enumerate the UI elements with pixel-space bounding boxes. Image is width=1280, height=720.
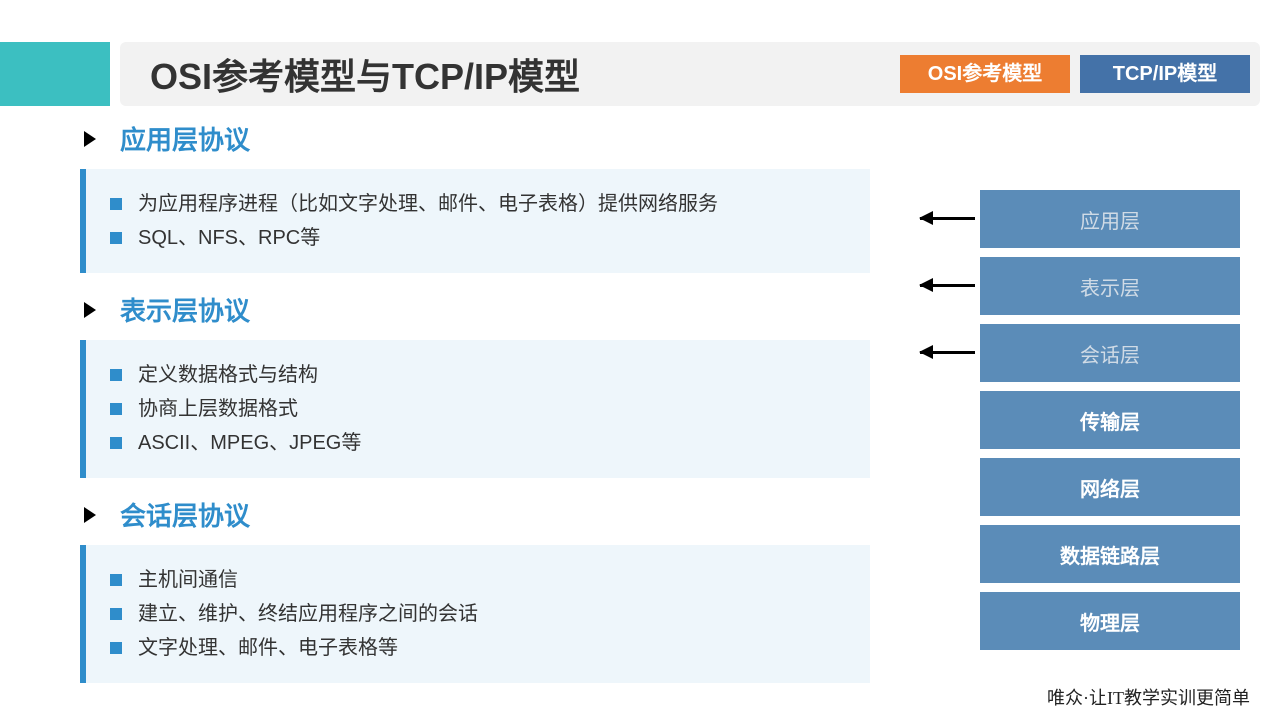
triangle-bullet-icon xyxy=(84,507,96,523)
section-body: 主机间通信 建立、维护、终结应用程序之间的会话 文字处理、邮件、电子表格等 xyxy=(80,545,870,683)
layer-label: 物理层 xyxy=(1080,607,1140,636)
list-item: 定义数据格式与结构 xyxy=(110,358,846,392)
list-item-text: 主机间通信 xyxy=(138,563,238,597)
list-item-text: 建立、维护、终结应用程序之间的会话 xyxy=(138,597,478,631)
square-bullet-icon xyxy=(110,369,122,381)
list-item-text: 为应用程序进程（比如文字处理、邮件、电子表格）提供网络服务 xyxy=(138,187,718,221)
page-title: OSI参考模型与TCP/IP模型 xyxy=(150,48,580,100)
layer-label: 传输层 xyxy=(1080,406,1140,435)
square-bullet-icon xyxy=(110,232,122,244)
square-bullet-icon xyxy=(110,198,122,210)
triangle-bullet-icon xyxy=(84,302,96,318)
section-heading-row: 应用层协议 xyxy=(80,120,870,157)
layer-label: 网络层 xyxy=(1080,473,1140,502)
layer-application: 应用层 xyxy=(980,190,1240,248)
layer-stack: 应用层 表示层 会话层 传输层 网络层 数据链路层 物理层 xyxy=(980,190,1240,659)
layer-datalink: 数据链路层 xyxy=(980,525,1240,583)
layer-session: 会话层 xyxy=(980,324,1240,382)
section-heading-row: 会话层协议 xyxy=(80,496,870,533)
square-bullet-icon xyxy=(110,608,122,620)
footer-text: 唯众·让IT教学实训更简单 xyxy=(1047,684,1250,710)
section-body: 为应用程序进程（比如文字处理、邮件、电子表格）提供网络服务 SQL、NFS、RP… xyxy=(80,169,870,273)
layer-network: 网络层 xyxy=(980,458,1240,516)
list-item: 建立、维护、终结应用程序之间的会话 xyxy=(110,597,846,631)
square-bullet-icon xyxy=(110,574,122,586)
square-bullet-icon xyxy=(110,437,122,449)
layer-label: 应用层 xyxy=(1080,205,1140,234)
list-item: 主机间通信 xyxy=(110,563,846,597)
section-application: 应用层协议 为应用程序进程（比如文字处理、邮件、电子表格）提供网络服务 SQL、… xyxy=(80,120,870,273)
content: 应用层协议 为应用程序进程（比如文字处理、邮件、电子表格）提供网络服务 SQL、… xyxy=(80,120,870,701)
tag-tcp: TCP/IP模型 xyxy=(1080,55,1250,93)
triangle-bullet-icon xyxy=(84,131,96,147)
section-heading: 会话层协议 xyxy=(120,496,250,533)
square-bullet-icon xyxy=(110,403,122,415)
section-body: 定义数据格式与结构 协商上层数据格式 ASCII、MPEG、JPEG等 xyxy=(80,340,870,478)
list-item: 文字处理、邮件、电子表格等 xyxy=(110,631,846,665)
layer-label: 会话层 xyxy=(1080,339,1140,368)
section-session: 会话层协议 主机间通信 建立、维护、终结应用程序之间的会话 文字处理、邮件、电子… xyxy=(80,496,870,683)
section-heading-row: 表示层协议 xyxy=(80,291,870,328)
arrow-to-application xyxy=(920,217,975,220)
accent-block xyxy=(0,42,110,106)
list-item-text: 定义数据格式与结构 xyxy=(138,358,318,392)
list-item: 为应用程序进程（比如文字处理、邮件、电子表格）提供网络服务 xyxy=(110,187,846,221)
list-item-text: 文字处理、邮件、电子表格等 xyxy=(138,631,398,665)
list-item-text: ASCII、MPEG、JPEG等 xyxy=(138,426,361,460)
list-item-text: 协商上层数据格式 xyxy=(138,392,298,426)
list-item: 协商上层数据格式 xyxy=(110,392,846,426)
list-item: ASCII、MPEG、JPEG等 xyxy=(110,426,846,460)
layer-label: 数据链路层 xyxy=(1060,540,1160,569)
layer-transport: 传输层 xyxy=(980,391,1240,449)
layer-label: 表示层 xyxy=(1080,272,1140,301)
section-heading: 表示层协议 xyxy=(120,291,250,328)
list-item: SQL、NFS、RPC等 xyxy=(110,221,846,255)
tag-osi: OSI参考模型 xyxy=(900,55,1070,93)
arrow-to-session xyxy=(920,351,975,354)
list-item-text: SQL、NFS、RPC等 xyxy=(138,221,320,255)
arrow-to-presentation xyxy=(920,284,975,287)
section-heading: 应用层协议 xyxy=(120,120,250,157)
layer-presentation: 表示层 xyxy=(980,257,1240,315)
square-bullet-icon xyxy=(110,642,122,654)
section-presentation: 表示层协议 定义数据格式与结构 协商上层数据格式 ASCII、MPEG、JPEG… xyxy=(80,291,870,478)
layer-physical: 物理层 xyxy=(980,592,1240,650)
